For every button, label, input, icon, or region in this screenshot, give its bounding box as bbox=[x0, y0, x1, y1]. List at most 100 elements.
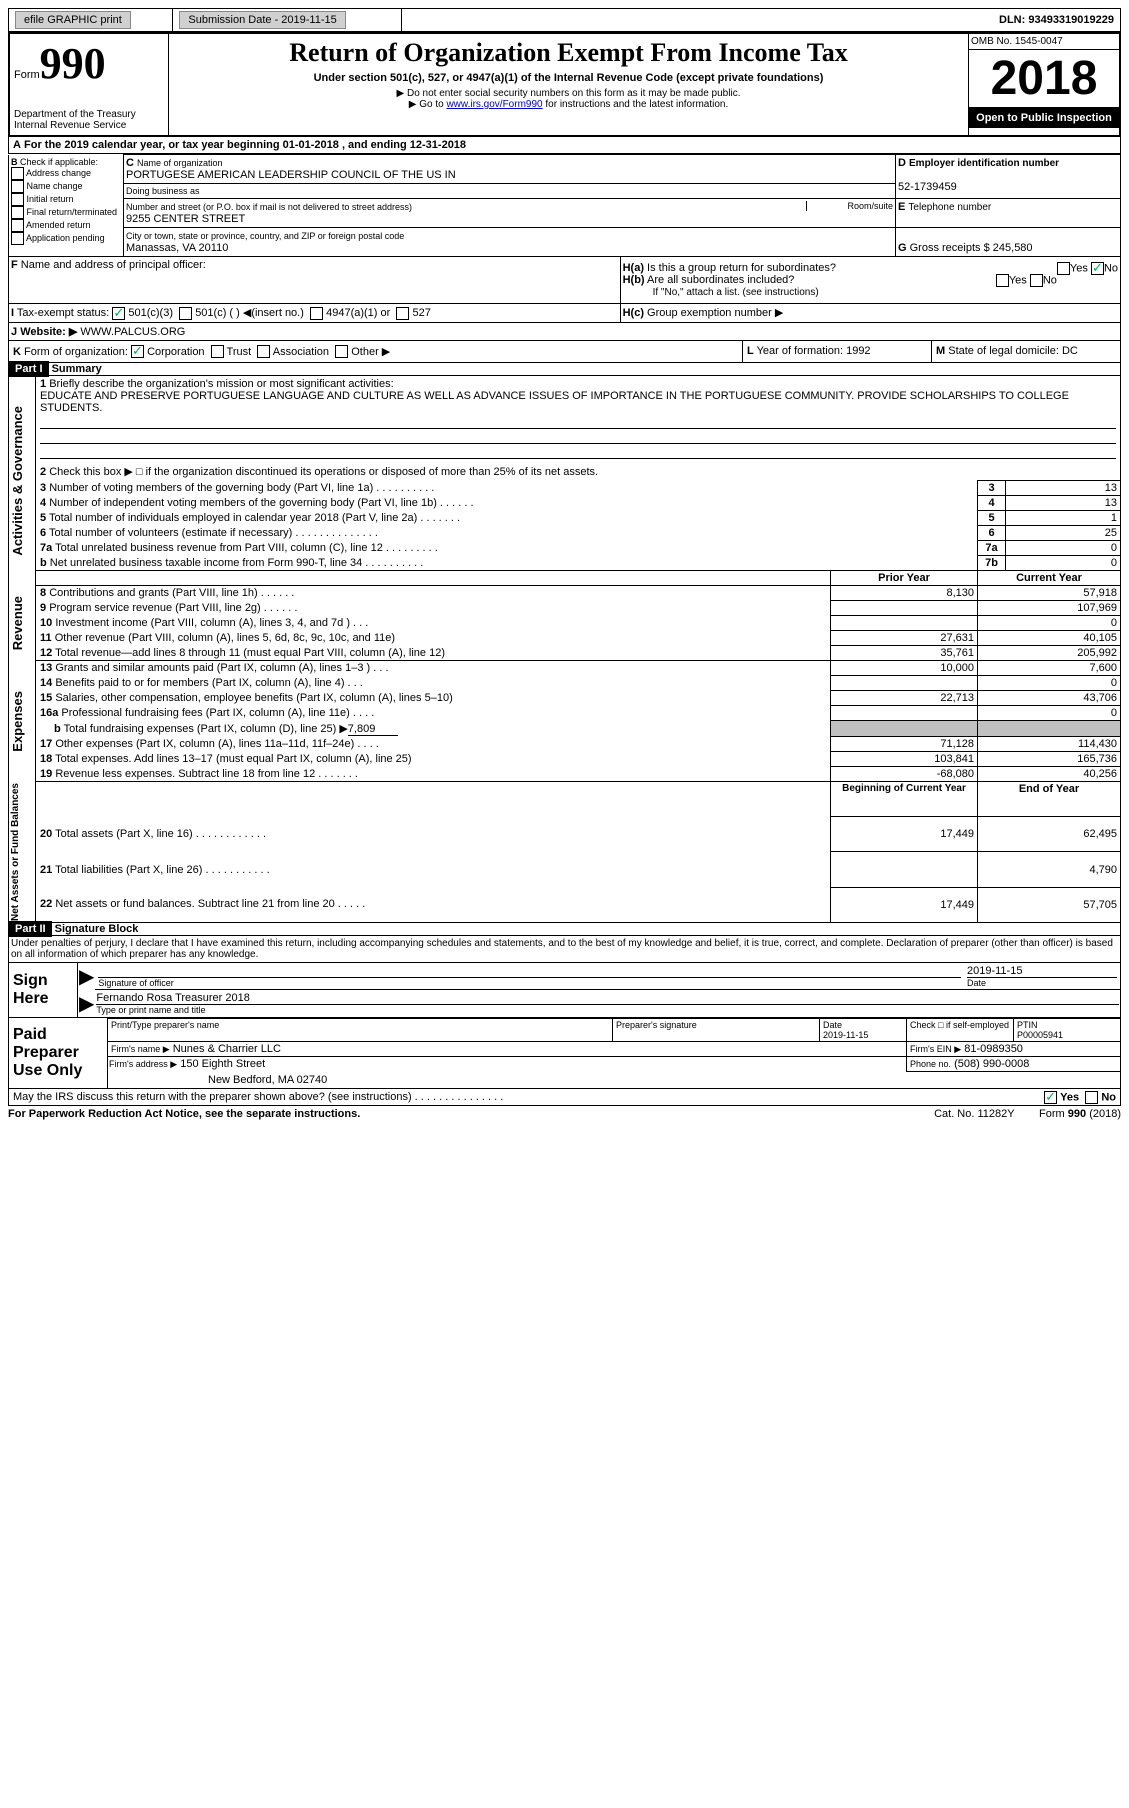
chk-address[interactable] bbox=[11, 167, 24, 180]
v3: 13 bbox=[1006, 481, 1121, 496]
i-527[interactable] bbox=[396, 307, 409, 320]
c14: 0 bbox=[978, 676, 1121, 691]
no1: No bbox=[1104, 262, 1118, 274]
b-opt5: Application pending bbox=[26, 232, 105, 242]
room-lbl: Room/suite bbox=[806, 201, 893, 211]
i-4947[interactable] bbox=[310, 307, 323, 320]
c18: 165,736 bbox=[978, 752, 1121, 767]
c8: 57,918 bbox=[978, 586, 1121, 601]
i-501c3[interactable] bbox=[112, 307, 125, 320]
summary-table: Activities & Governance 1 Briefly descri… bbox=[8, 376, 1121, 923]
l18: Total expenses. Add lines 13–17 (must eq… bbox=[55, 753, 411, 765]
form-title: Return of Organization Exempt From Incom… bbox=[173, 38, 964, 68]
name-lbl: Type or print name and title bbox=[96, 1004, 1119, 1015]
discuss-no[interactable] bbox=[1085, 1091, 1098, 1104]
p22: 17,449 bbox=[831, 887, 978, 922]
m-lbl: State of legal domicile: bbox=[948, 345, 1059, 357]
tax-year: 2018 bbox=[969, 50, 1119, 108]
info-grid: B Check if applicable: Address change Na… bbox=[8, 154, 1121, 257]
k-assoc[interactable] bbox=[257, 345, 270, 358]
l19: Revenue less expenses. Subtract line 18 … bbox=[55, 768, 358, 780]
hb-yes[interactable] bbox=[996, 274, 1009, 287]
boy-hdr: Beginning of Current Year bbox=[831, 782, 978, 817]
l10: Investment income (Part VIII, column (A)… bbox=[55, 617, 368, 629]
fno: No bbox=[1101, 1091, 1116, 1103]
p10 bbox=[831, 616, 978, 631]
addr-lbl: Number and street (or P.O. box if mail i… bbox=[126, 202, 412, 212]
chk-initial[interactable] bbox=[11, 193, 24, 206]
firm-addr1: 150 Eighth Street bbox=[180, 1058, 265, 1070]
l2: Check this box ▶ □ if the organization d… bbox=[49, 466, 598, 478]
b-opt0: Address change bbox=[26, 167, 91, 177]
l16b-pre: Total fundraising expenses (Part IX, col… bbox=[64, 723, 348, 735]
discuss-yes[interactable] bbox=[1044, 1091, 1057, 1104]
open-public: Open to Public Inspection bbox=[969, 108, 1119, 128]
sec-net: Net Assets or Fund Balances bbox=[10, 783, 21, 921]
hb-note: If "No," attach a list. (see instruction… bbox=[623, 287, 819, 298]
l22: Net assets or fund balances. Subtract li… bbox=[55, 898, 365, 910]
p9 bbox=[831, 601, 978, 616]
l21: Total liabilities (Part X, line 26) . . … bbox=[55, 864, 270, 876]
paid-title: Paid Preparer Use Only bbox=[9, 1018, 108, 1088]
chk-amended[interactable] bbox=[11, 219, 24, 232]
b-opt2: Initial return bbox=[27, 193, 74, 203]
irs-link[interactable]: www.irs.gov/Form990 bbox=[446, 99, 542, 110]
ha-no[interactable] bbox=[1091, 262, 1104, 275]
no2: No bbox=[1043, 274, 1057, 286]
efile-btn[interactable]: efile GRAPHIC print bbox=[15, 11, 131, 29]
b-opt3: Final return/terminated bbox=[27, 206, 118, 216]
ha-yes[interactable] bbox=[1057, 262, 1070, 275]
i-501c[interactable] bbox=[179, 307, 192, 320]
ha-text: Is this a group return for subordinates? bbox=[647, 262, 836, 274]
phone-lbl: Phone no. bbox=[910, 1059, 951, 1069]
k-trust[interactable] bbox=[211, 345, 224, 358]
chk-name[interactable] bbox=[11, 180, 24, 193]
sec-ag: Activities & Governance bbox=[10, 406, 25, 556]
c21: 4,790 bbox=[978, 852, 1121, 887]
l7b: Net unrelated business taxable income fr… bbox=[50, 557, 424, 569]
street-addr: 9255 CENTER STREET bbox=[126, 213, 245, 225]
subdate-btn[interactable]: Submission Date - 2019-11-15 bbox=[179, 11, 345, 29]
note2-pre: ▶ Go to bbox=[409, 99, 447, 110]
l7a: Total unrelated business revenue from Pa… bbox=[55, 542, 438, 554]
l-lbl: Year of formation: bbox=[757, 345, 843, 357]
l3: Number of voting members of the governin… bbox=[49, 482, 434, 494]
part2-hdr: Part II bbox=[9, 921, 52, 937]
k-corp[interactable] bbox=[131, 345, 144, 358]
i-o3: 4947(a)(1) or bbox=[326, 307, 390, 319]
sec-exp: Expenses bbox=[10, 691, 25, 752]
hc-text: Group exemption number ▶ bbox=[647, 307, 783, 319]
chk-pending[interactable] bbox=[11, 232, 24, 245]
k-o4: Other ▶ bbox=[351, 346, 390, 358]
v4: 13 bbox=[1006, 496, 1121, 511]
i-o1: 501(c)(3) bbox=[128, 307, 173, 319]
irs: Internal Revenue Service bbox=[14, 120, 164, 131]
l16a: Professional fundraising fees (Part IX, … bbox=[61, 707, 374, 719]
klm-row: K Form of organization: Corporation Trus… bbox=[8, 341, 1121, 364]
gross-receipts: 245,580 bbox=[993, 242, 1033, 254]
p21 bbox=[831, 852, 978, 887]
b-opt1: Name change bbox=[27, 180, 83, 190]
form-number: 990 bbox=[40, 39, 106, 88]
c10: 0 bbox=[978, 616, 1121, 631]
hb-text: Are all subordinates included? bbox=[647, 274, 794, 286]
l12: Total revenue—add lines 8 through 11 (mu… bbox=[55, 647, 445, 659]
city-lbl: City or town, state or province, country… bbox=[126, 231, 404, 241]
hb-no[interactable] bbox=[1030, 274, 1043, 287]
p13: 10,000 bbox=[831, 661, 978, 676]
pp-col3: Date bbox=[823, 1020, 842, 1030]
date-lbl: Date bbox=[967, 977, 1117, 988]
l9: Program service revenue (Part VIII, line… bbox=[49, 602, 297, 614]
dept: Department of the Treasury bbox=[14, 109, 164, 120]
line-a-text: For the 2019 calendar year, or tax year … bbox=[24, 139, 466, 151]
firm-name: Nunes & Charrier LLC bbox=[173, 1043, 281, 1055]
omb: OMB No. 1545-0047 bbox=[969, 34, 1119, 50]
k-other[interactable] bbox=[335, 345, 348, 358]
footer-row: For Paperwork Reduction Act Notice, see … bbox=[8, 1106, 1121, 1122]
firm-lbl: Firm's name ▶ bbox=[111, 1044, 170, 1054]
pp-date: 2019-11-15 bbox=[823, 1030, 868, 1040]
c19: 40,256 bbox=[978, 767, 1121, 782]
chk-final[interactable] bbox=[11, 206, 24, 219]
k-o1: Corporation bbox=[147, 346, 204, 358]
p20: 17,449 bbox=[831, 817, 978, 852]
